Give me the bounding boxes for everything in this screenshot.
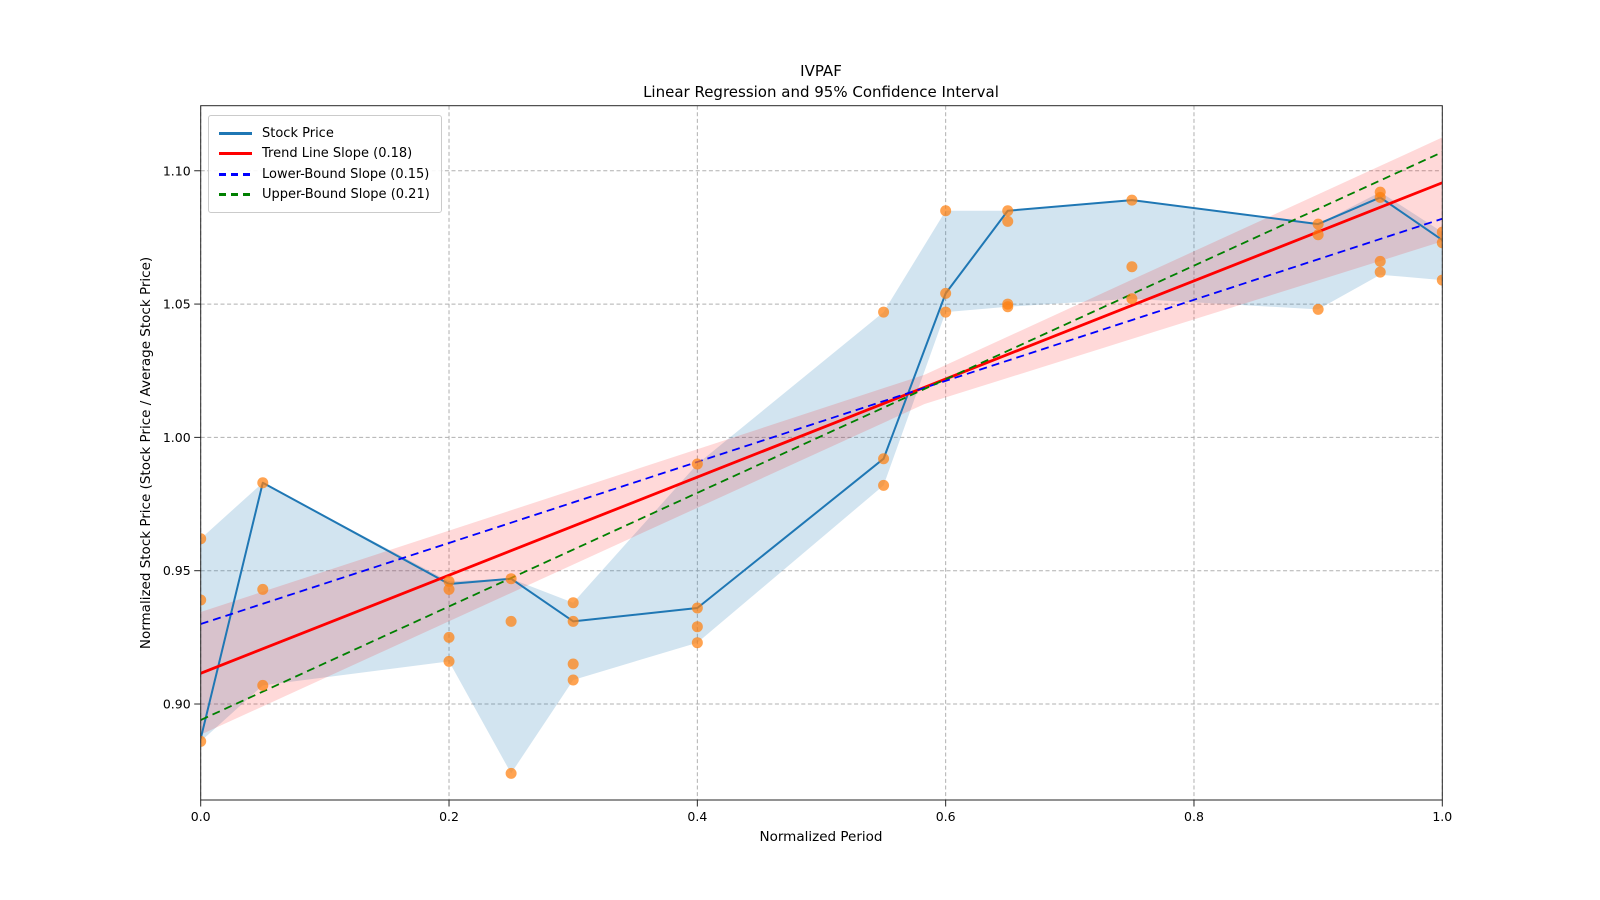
trend-line: [200, 181, 1443, 675]
chart-subtitle: Linear Regression and 95% Confidence Int…: [643, 83, 999, 101]
scatter-point: [1002, 205, 1014, 217]
scatter-point: [567, 615, 579, 627]
legend-item: Trend Line Slope (0.18): [219, 144, 430, 165]
scatter-point: [257, 583, 269, 595]
scatter-point: [1312, 229, 1324, 241]
x-tick-label: 0.8: [1184, 809, 1204, 824]
scatter-point: [505, 573, 517, 585]
scatter-point: [443, 583, 455, 595]
scatter-point: [691, 602, 703, 614]
tick-marks: [194, 170, 1443, 807]
scatter-point: [1374, 255, 1386, 267]
scatter-point: [505, 767, 517, 779]
gridlines: [200, 105, 1443, 800]
x-tick-label: 1.0: [1432, 809, 1452, 824]
legend-line-swatch: [219, 131, 252, 135]
scatter-point: [691, 637, 703, 649]
scatter-point: [1312, 218, 1324, 230]
legend-item-label: Upper-Bound Slope (0.21): [262, 187, 430, 203]
scatter-point: [1374, 266, 1386, 278]
legend-item-label: Trend Line Slope (0.18): [262, 146, 413, 162]
legend-dashed-line-swatch: [219, 172, 252, 176]
legend-line-swatch: [219, 152, 252, 156]
y-tick-label: 0.95: [163, 563, 191, 578]
y-tick-label: 0.90: [163, 697, 191, 712]
x-tick-label: 0.2: [439, 809, 459, 824]
scatter-point: [940, 205, 952, 217]
scatter-point: [200, 594, 207, 606]
legend: Stock Price Trend Line Slope (0.18) Lower-…: [208, 115, 442, 213]
scatter-point: [1436, 237, 1443, 249]
scatter-point: [1436, 274, 1443, 286]
scatter-point: [1436, 226, 1443, 238]
scatter-point: [691, 458, 703, 470]
y-tick-label: 1.10: [163, 163, 191, 178]
scatter-point: [257, 679, 269, 691]
scatter-point: [567, 597, 579, 609]
scatter-point: [567, 658, 579, 670]
scatter-point: [443, 575, 455, 587]
y-tick-label: 1.05: [163, 297, 191, 312]
scatter-point: [1374, 191, 1386, 203]
upper-bound-line: [200, 151, 1443, 721]
y-tick-label: 1.00: [163, 430, 191, 445]
scatter-point: [878, 453, 890, 465]
scatter-point: [940, 306, 952, 318]
axes-spines: [200, 105, 1443, 801]
scatter-point: [691, 621, 703, 633]
y-axis-label: Normalized Stock Price (Stock Price / Av…: [138, 256, 154, 650]
scatter-points: [200, 186, 1443, 779]
scatter-point: [200, 533, 207, 545]
tick-labels: 0.0 0.2 0.4 0.6 0.8 1.0 0.90 0.95 1.00 1.05 1.10: [163, 163, 1452, 824]
chart-title: IVPAF: [800, 62, 842, 80]
legend-item: Lower-Bound Slope (0.15): [219, 164, 430, 185]
scatter-point: [1312, 303, 1324, 315]
legend-dashed-line-swatch: [219, 193, 252, 197]
legend-item: Upper-Bound Slope (0.21): [219, 185, 430, 206]
scatter-point: [443, 655, 455, 667]
scatter-point: [1002, 301, 1014, 313]
scatter-point: [505, 615, 517, 627]
scatter-point: [200, 735, 207, 747]
scatter-point: [1126, 261, 1138, 273]
x-tick-label: 0.6: [936, 809, 956, 824]
scatter-point: [257, 477, 269, 489]
x-tick-label: 0.0: [191, 809, 211, 824]
scatter-point: [878, 306, 890, 318]
plot-content: [200, 137, 1443, 779]
legend-item: Stock Price: [219, 123, 430, 144]
legend-item-label: Stock Price: [262, 125, 334, 141]
scatter-point: [443, 631, 455, 643]
scatter-point: [1126, 293, 1138, 305]
chart-title-block: IVPAF Linear Regression and 95% Confiden…: [200, 61, 1442, 103]
stock-minmax-band: [200, 192, 1443, 774]
scatter-point: [1126, 194, 1138, 206]
lower-bound-line: [200, 217, 1443, 625]
legend-item-label: Lower-Bound Slope (0.15): [262, 166, 430, 182]
x-axis-label: Normalized Period: [759, 829, 883, 845]
scatter-point: [878, 479, 890, 491]
scatter-point: [567, 674, 579, 686]
scatter-point: [940, 287, 952, 299]
x-tick-label: 0.4: [687, 809, 707, 824]
scatter-point: [1002, 215, 1014, 227]
